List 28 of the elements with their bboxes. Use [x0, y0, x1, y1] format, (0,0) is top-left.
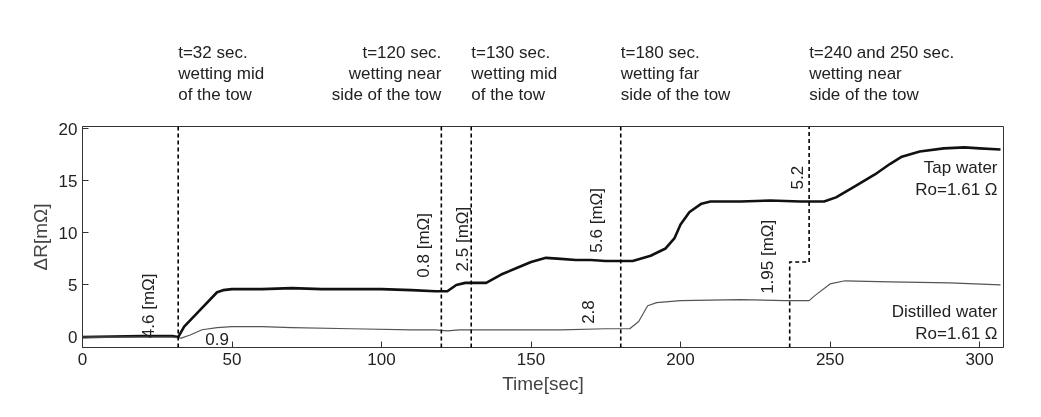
annotation: 5.6 [mΩ] [587, 187, 607, 253]
x-tick-label: 50 [222, 349, 242, 369]
annotation: 0.9 [205, 330, 229, 350]
x-tick-label: 150 [516, 349, 546, 369]
annotation: 2.8 [578, 300, 598, 324]
y-tick-label: 5 [68, 275, 78, 295]
y-tick-label: 10 [58, 223, 78, 243]
y-axis-title: ΔR[mΩ] [29, 203, 51, 271]
annotation: 4.6 [mΩ] [138, 273, 158, 339]
series-label: Tap water Ro=1.61 Ω [915, 157, 998, 199]
x-tick-label: 250 [815, 349, 845, 369]
y-tick-label: 20 [58, 119, 78, 139]
annotation: 5.2 [788, 165, 808, 190]
ref-line-label: t=130 sec. wetting mid of the tow [470, 42, 558, 104]
x-tick-label: 100 [367, 349, 396, 369]
x-axis-title: Time[sec] [502, 372, 584, 394]
annotation: 1.95 [mΩ] [757, 219, 777, 294]
text: t=240 and 250 sec. wetting near side of the tow [808, 42, 955, 104]
ref-line-label: t=120 sec. wetting near side of the tow [331, 42, 443, 104]
y-tick-label: 0 [68, 328, 78, 348]
annotation: 0.8 [mΩ] [413, 213, 433, 278]
x-tick-label: 200 [666, 349, 695, 369]
ref-line-label: t=32 sec. wetting mid of the tow [177, 42, 265, 104]
annotation: 2.5 [mΩ] [452, 206, 472, 272]
y-tick-label: 15 [58, 171, 78, 191]
ref-line-label: t=180 sec. wetting far side of the tow [619, 42, 732, 104]
series-label: Distilled water Ro=1.61 Ω [891, 301, 998, 343]
x-tick-label: 300 [965, 349, 994, 369]
